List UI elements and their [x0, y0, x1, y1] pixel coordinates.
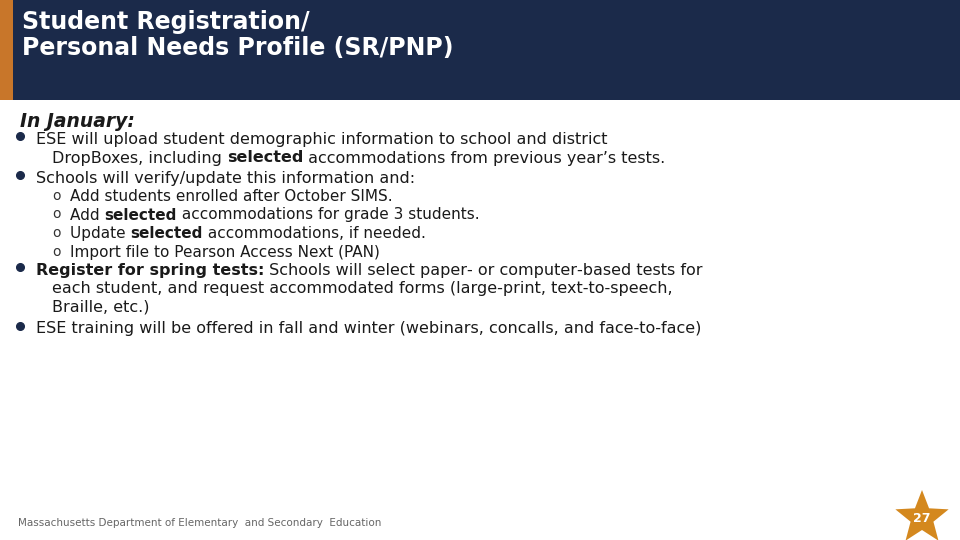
Text: accommodations from previous year’s tests.: accommodations from previous year’s test… — [303, 151, 665, 165]
Text: In January:: In January: — [20, 112, 134, 131]
FancyBboxPatch shape — [0, 0, 960, 100]
Text: Braille, etc.): Braille, etc.) — [52, 300, 150, 315]
Text: accommodations for grade 3 students.: accommodations for grade 3 students. — [177, 207, 479, 222]
Text: Add: Add — [70, 207, 105, 222]
FancyBboxPatch shape — [0, 0, 13, 100]
Text: Massachusetts Department of Elementary  and Secondary  Education: Massachusetts Department of Elementary a… — [18, 518, 381, 528]
Text: 27: 27 — [913, 511, 931, 524]
Text: selected: selected — [105, 207, 177, 222]
Text: Add students enrolled after October SIMS.: Add students enrolled after October SIMS… — [70, 189, 393, 204]
Text: each student, and request accommodated forms (large‐print, text‐to‐speech,: each student, and request accommodated f… — [52, 281, 673, 296]
Text: accommodations, if needed.: accommodations, if needed. — [203, 226, 425, 241]
Text: Import file to Pearson Access Next (PAN): Import file to Pearson Access Next (PAN) — [70, 245, 380, 260]
Text: ESE will upload student demographic information to school and district: ESE will upload student demographic info… — [36, 132, 608, 147]
Polygon shape — [896, 490, 948, 540]
Text: Student Registration/: Student Registration/ — [22, 10, 310, 34]
Text: Register for spring tests:: Register for spring tests: — [36, 263, 264, 278]
Text: selected: selected — [227, 151, 303, 165]
Text: o: o — [52, 189, 60, 203]
Text: o: o — [52, 226, 60, 240]
Text: selected: selected — [131, 226, 203, 241]
Text: Personal Needs Profile (SR/PNP): Personal Needs Profile (SR/PNP) — [22, 36, 453, 60]
Text: o: o — [52, 245, 60, 259]
Text: DropBoxes, including: DropBoxes, including — [52, 151, 227, 165]
Text: Schools will verify/update this information and:: Schools will verify/update this informat… — [36, 171, 415, 186]
Text: Schools will select paper‐ or computer‐based tests for: Schools will select paper‐ or computer‐b… — [264, 263, 703, 278]
Text: o: o — [52, 207, 60, 221]
Text: Update: Update — [70, 226, 131, 241]
Text: ESE training will be offered in fall and winter (webinars, concalls, and face‐to: ESE training will be offered in fall and… — [36, 321, 702, 336]
